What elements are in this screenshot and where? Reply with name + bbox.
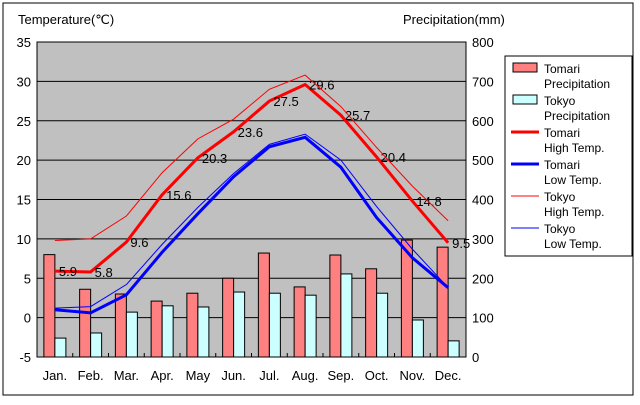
x-tick-label: Jan. [43,368,68,383]
x-tick-label: Feb. [78,368,104,383]
precip-bar-tomari [114,293,127,358]
x-tick-label: Dec. [435,368,462,383]
right-tick-label: 600 [472,114,494,129]
data-label: 9.6 [130,235,148,250]
legend-label: Tokyo [544,94,576,108]
left-tick-label: 0 [24,311,31,326]
legend-label: Tomari [544,158,580,172]
precip-bar-tokyo [197,306,210,358]
precip-bar-tokyo [376,292,389,358]
precip-bar-tomari [293,286,306,358]
x-tick-label: Sep. [328,368,355,383]
x-tick-label: Jul. [259,368,279,383]
data-label: 29.6 [309,78,334,93]
precip-bar-tomari [222,277,235,358]
left-axis-label: Temperature(℃) [18,12,114,27]
precip-bar-tomari [365,268,378,358]
data-label: 20.3 [202,151,227,166]
precip-bar-tomari [150,300,163,358]
precip-bar-tomari [329,254,342,358]
precip-bar-tokyo [411,319,424,358]
x-tick-label: Apr. [151,368,174,383]
right-tick-label: 700 [472,74,494,89]
legend-label: Precipitation [544,77,610,91]
legend-label: Tomari [544,62,580,76]
tokyo-high-temp-line [54,74,449,241]
left-tick-label: 15 [17,193,31,208]
data-label: 5.8 [95,265,113,280]
legend-label: Low Temp. [544,173,602,187]
right-tick-label: 400 [472,193,494,208]
precip-bar-tokyo [268,292,281,358]
x-tick-label: Oct. [365,368,389,383]
precip-bar-tomari [400,239,413,358]
right-tick-label: 100 [472,311,494,326]
precip-bar-tokyo [340,273,353,358]
precip-bar-tomari [436,246,449,358]
right-tick-label: 500 [472,153,494,168]
tokyo-low-temp-line [54,133,449,309]
left-tick-label: 10 [17,232,31,247]
data-label: 23.6 [238,125,263,140]
right-tick-label: 800 [472,35,494,50]
legend-box [504,55,633,257]
legend-swatch [512,62,538,73]
tomari-low-temp-line [54,135,450,315]
precip-bar-tokyo [125,311,138,358]
precip-bar-tokyo [447,340,460,358]
precip-bar-tokyo [54,337,67,358]
legend-label: High Temp. [544,205,604,219]
precip-bar-tokyo [233,291,246,358]
legend-label: Low Temp. [544,237,602,251]
legend-swatch [512,94,538,105]
legend-label: High Temp. [544,141,604,155]
x-tick-label: Nov. [399,368,425,383]
legend-label: Tokyo [544,190,576,204]
tomari-high-temp-line [54,82,450,274]
precip-bar-tokyo [90,332,103,358]
left-tick-label: 30 [17,74,31,89]
x-tick-label: Aug. [292,368,319,383]
legend-label: Tomari [544,126,580,140]
x-tick-label: May [186,368,211,383]
data-label: 27.5 [273,94,298,109]
precip-bar-tokyo [304,294,317,358]
legend-label: Precipitation [544,109,610,123]
data-label: 9.5 [452,236,470,251]
data-label: 25.7 [345,108,370,123]
x-tick-label: Jun. [221,368,246,383]
data-label: 5.9 [59,264,77,279]
legend-label: Tokyo [544,222,576,236]
precip-bar-tokyo [161,305,174,358]
data-label: 20.4 [381,150,406,165]
left-tick-label: 5 [24,271,31,286]
precip-bar-tomari [43,254,56,358]
left-tick-label: 25 [17,114,31,129]
precip-bar-tomari [79,288,92,358]
right-tick-label: 200 [472,271,494,286]
left-tick-label: 20 [17,153,31,168]
precip-bar-tomari [186,292,199,358]
precip-bar-tomari [257,252,270,358]
left-tick-label: -5 [19,350,31,365]
right-axis-label: Precipitation(mm) [403,12,505,27]
x-tick-label: Mar. [114,368,139,383]
left-tick-label: 35 [17,35,31,50]
right-tick-label: 0 [472,350,479,365]
data-label: 15.6 [166,188,191,203]
right-tick-label: 300 [472,232,494,247]
